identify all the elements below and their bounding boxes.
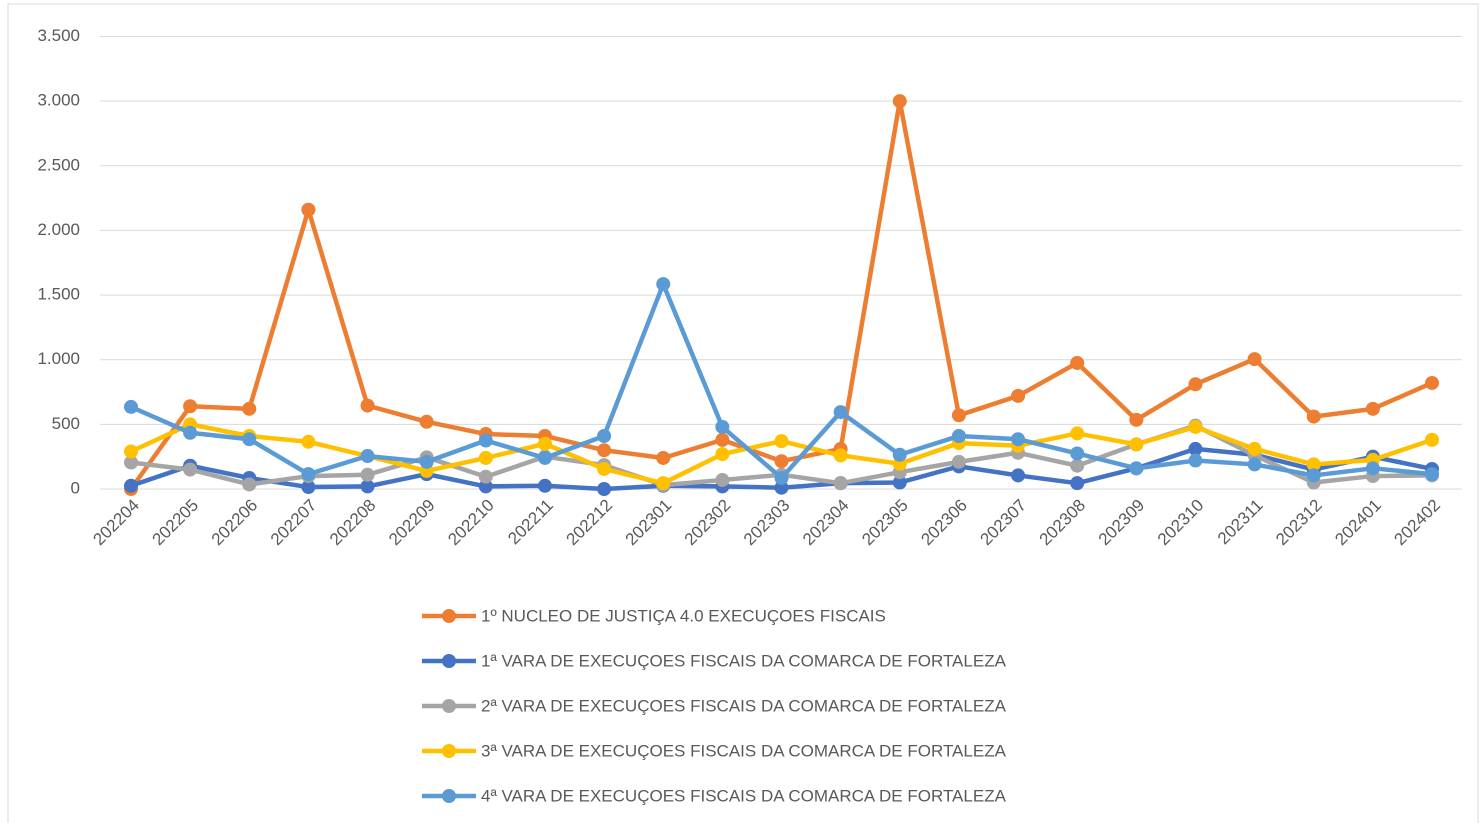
data-point <box>1306 409 1321 424</box>
data-point <box>360 479 375 494</box>
data-point <box>892 475 907 490</box>
data-point <box>478 433 493 448</box>
data-point <box>124 444 138 459</box>
data-point <box>1425 375 1439 390</box>
data-point <box>951 408 966 423</box>
y-tick-label: 2.500 <box>37 155 80 174</box>
legend-label: 1º NUCLEO DE JUSTIÇA 4.0 EXECUÇOES FISCA… <box>481 606 886 625</box>
data-point <box>537 450 552 465</box>
data-point <box>1365 461 1380 476</box>
data-point <box>183 399 198 414</box>
legend-marker <box>442 609 456 623</box>
data-point <box>1247 457 1262 472</box>
y-tick-label: 500 <box>52 414 80 433</box>
data-point <box>301 467 316 482</box>
data-point <box>537 478 552 493</box>
data-point <box>1070 458 1085 473</box>
data-point <box>1011 388 1026 403</box>
data-point <box>1070 355 1085 370</box>
data-point <box>833 448 848 463</box>
data-point <box>478 469 493 484</box>
data-point <box>124 455 138 470</box>
data-point <box>715 432 730 447</box>
y-tick-label: 2.000 <box>37 220 80 239</box>
data-point <box>242 432 257 447</box>
data-point <box>1306 468 1321 483</box>
data-point <box>183 425 198 440</box>
data-point <box>1129 437 1144 452</box>
data-point <box>537 436 552 451</box>
data-point <box>1188 453 1203 468</box>
data-point <box>656 450 671 465</box>
data-point <box>242 477 257 492</box>
legend-label: 4ª VARA DE EXECUÇOES FISCAIS DA COMARCA … <box>481 786 1007 805</box>
data-point <box>597 443 612 458</box>
data-point <box>774 471 789 486</box>
data-point <box>715 472 730 487</box>
data-point <box>360 398 375 413</box>
data-point <box>597 482 612 496</box>
data-point <box>1365 401 1380 416</box>
legend-label: 2ª VARA DE EXECUÇOES FISCAIS DA COMARCA … <box>481 696 1007 715</box>
data-point <box>715 447 730 462</box>
data-point <box>360 467 375 482</box>
y-tick-label: 1.000 <box>37 349 80 368</box>
data-point <box>656 277 671 292</box>
y-tick-label: 1.500 <box>37 285 80 304</box>
data-point <box>1188 419 1203 434</box>
data-point <box>301 202 316 217</box>
data-point <box>1247 441 1262 456</box>
data-point <box>1188 377 1203 392</box>
data-point <box>833 476 848 491</box>
legend-marker <box>442 744 456 758</box>
data-point <box>301 434 316 449</box>
legend-label: 3ª VARA DE EXECUÇOES FISCAIS DA COMARCA … <box>481 741 1007 760</box>
data-point <box>1188 441 1203 456</box>
legend-marker <box>442 654 456 668</box>
data-point <box>1011 468 1026 483</box>
legend-marker <box>442 699 456 713</box>
data-point <box>478 450 493 465</box>
data-point <box>597 461 612 476</box>
data-point <box>774 434 789 449</box>
data-point <box>478 479 493 494</box>
data-point <box>774 454 789 469</box>
data-point <box>1011 432 1026 447</box>
data-point <box>1129 461 1144 476</box>
data-point <box>774 480 789 495</box>
data-point <box>715 419 730 434</box>
legend-label: 1ª VARA DE EXECUÇOES FISCAIS DA COMARCA … <box>481 651 1007 670</box>
data-point <box>124 399 138 414</box>
data-point <box>419 414 434 429</box>
y-tick-label: 0 <box>71 478 80 497</box>
data-point <box>951 428 966 443</box>
data-point <box>124 478 138 493</box>
data-point <box>892 94 907 109</box>
y-tick-label: 3.000 <box>37 91 80 110</box>
data-point <box>1306 457 1321 472</box>
data-point <box>1425 432 1439 447</box>
y-tick-label: 3.500 <box>37 26 80 45</box>
data-point <box>419 454 434 469</box>
data-point <box>301 480 316 495</box>
data-point <box>892 447 907 462</box>
data-point <box>183 462 198 477</box>
data-point <box>1425 467 1439 482</box>
data-point <box>597 428 612 443</box>
data-point <box>242 401 257 416</box>
legend-marker <box>442 789 456 803</box>
data-point <box>1070 426 1085 441</box>
data-point <box>1070 446 1085 461</box>
data-point <box>656 476 671 491</box>
data-point <box>1129 412 1144 427</box>
data-point <box>1247 352 1262 367</box>
data-point <box>360 449 375 464</box>
data-point <box>951 454 966 469</box>
data-point <box>833 405 848 420</box>
data-point <box>1070 476 1085 491</box>
